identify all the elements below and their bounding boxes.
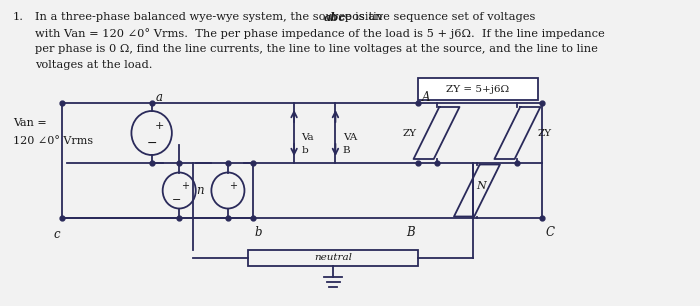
Text: per phase is 0 Ω, find the line currents, the line to line voltages at the sourc: per phase is 0 Ω, find the line currents… <box>35 44 598 54</box>
Text: B: B <box>406 226 414 239</box>
Text: B: B <box>343 146 351 155</box>
Text: +: + <box>181 181 189 191</box>
Bar <box>418 78 538 100</box>
Text: n: n <box>196 184 204 197</box>
Text: c: c <box>53 228 60 241</box>
Text: voltages at the load.: voltages at the load. <box>35 60 153 70</box>
Text: −: − <box>172 195 181 204</box>
Bar <box>248 250 418 266</box>
Text: 120 ∠0° Vrms: 120 ∠0° Vrms <box>13 136 93 146</box>
Text: with Van = 120 ∠0° Vrms.  The per phase impedance of the load is 5 + j6Ω.  If th: with Van = 120 ∠0° Vrms. The per phase i… <box>35 28 605 39</box>
Text: ZY: ZY <box>402 129 416 137</box>
Text: abc: abc <box>323 12 346 23</box>
Text: −: − <box>146 136 157 150</box>
Text: b: b <box>302 146 308 155</box>
Text: VA: VA <box>343 133 357 142</box>
Text: C: C <box>546 226 555 239</box>
Text: A: A <box>422 91 430 104</box>
Text: b: b <box>255 226 262 239</box>
Text: ZY: ZY <box>538 129 552 137</box>
Text: In a three-phase balanced wye-wye system, the source is an: In a three-phase balanced wye-wye system… <box>35 12 386 22</box>
Text: ZY = 5+j6Ω: ZY = 5+j6Ω <box>447 84 510 94</box>
Text: Va: Va <box>302 133 314 142</box>
Text: -positive sequence set of voltages: -positive sequence set of voltages <box>341 12 536 22</box>
Text: +: + <box>154 121 164 131</box>
Text: N: N <box>476 181 486 191</box>
Text: +: + <box>230 181 237 191</box>
Text: 1.: 1. <box>13 12 24 22</box>
Text: neutral: neutral <box>314 253 352 263</box>
Text: Van =: Van = <box>13 118 47 128</box>
Text: a: a <box>155 91 162 104</box>
